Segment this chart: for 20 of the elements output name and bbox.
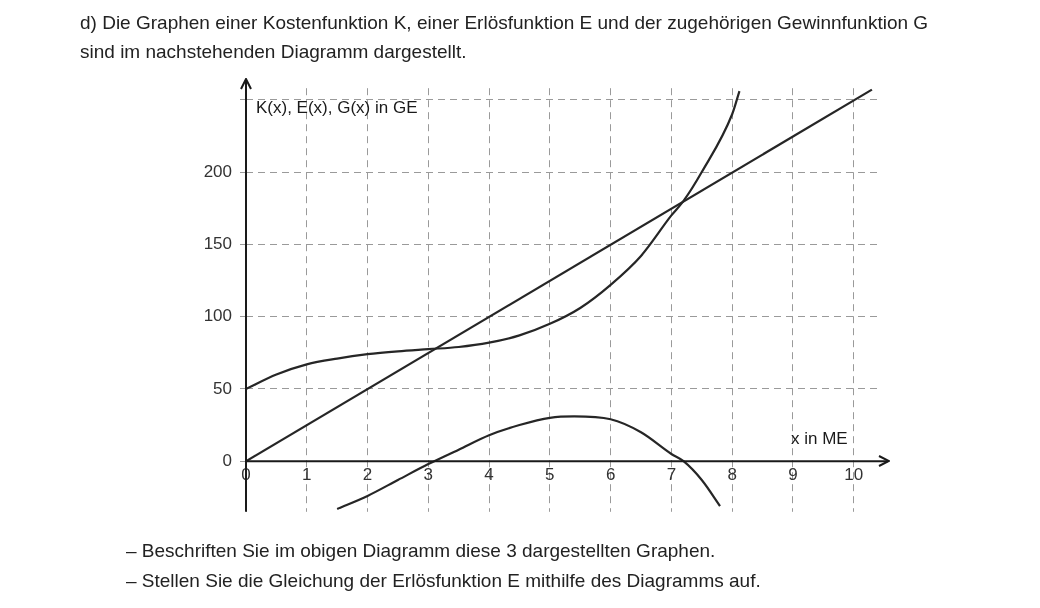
x-tick-label: 9	[788, 465, 798, 485]
y-axis-title: K(x), E(x), G(x) in GE	[256, 97, 418, 117]
x-tick-label: 7	[666, 465, 677, 485]
y-tick-label: 0	[222, 450, 232, 470]
x-tick-label: 1	[302, 465, 312, 485]
y-tick-label: 200	[203, 161, 232, 181]
x-tick-label: 8	[727, 465, 737, 485]
x-tick-label: 6	[605, 465, 616, 485]
y-tick-label: 150	[203, 234, 232, 254]
y-tick-label: 100	[203, 306, 232, 326]
x-tick-label: 10	[844, 465, 864, 485]
y-tick-label: 50	[213, 378, 232, 398]
x-tick-label: 4	[484, 465, 494, 485]
text: – Stellen Sie die Gleichung der Erlösfunktion E mithilfe des Diagramms auf.	[126, 569, 762, 593]
x-tick-label: 5	[545, 465, 555, 485]
chart-title: d) Die Graphen einer Kostenfunktion K, einer Erlösfunktion E und der zugehörigen Gewinnfunktion G sind im nachstehenden Diagramm dargestellt.	[79, 11, 930, 64]
x-tick-label: 3	[423, 465, 434, 485]
text: – Beschriften Sie im obigen Diagramm diese 3 dargestellten Graphen.	[126, 539, 717, 563]
x-tick-label: 2	[362, 465, 373, 485]
x-axis-title: x in ME	[791, 428, 848, 448]
